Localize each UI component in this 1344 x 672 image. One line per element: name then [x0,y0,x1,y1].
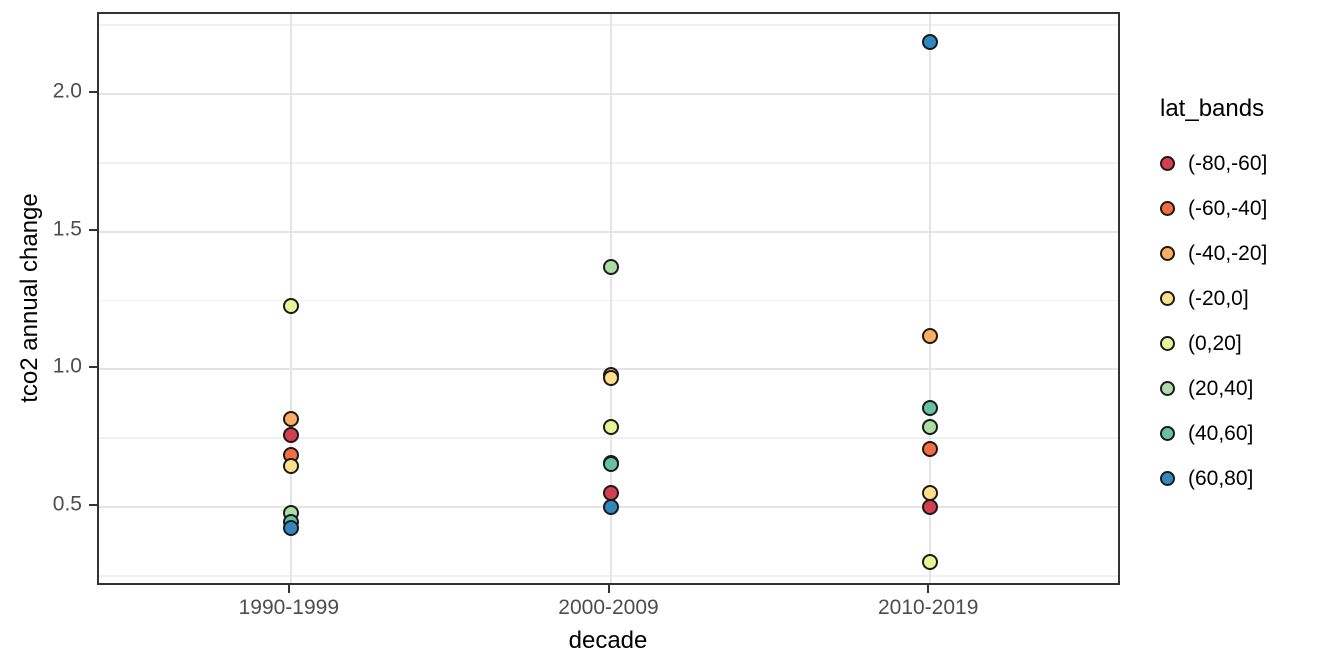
legend-items: (-80,-60] (-60,-40] (-40,-20] (-20,0] (0,20]… [1160,141,1340,501]
x-tick-label: 2000-2009 [558,596,659,619]
data-point [602,369,619,386]
legend-key-label: (-20,0] [1188,286,1249,310]
legend-item: (40,60] [1160,411,1340,456]
data-point [922,441,939,458]
data-point [282,298,299,314]
legend-item: (-60,-40] [1160,186,1340,231]
y-tick-label: 1.5 [52,217,82,241]
data-point [922,328,939,345]
y-tick-mark [89,90,97,93]
x-tick-mark [287,585,290,593]
data-point [922,554,939,571]
data-point [282,457,299,474]
x-tick-label: 1990-1999 [238,596,340,619]
legend-item: (0,20] [1160,321,1340,366]
x-tick-mark [927,585,930,593]
y-axis-title: tco2 annual change [16,193,43,403]
data-point [922,499,939,516]
legend-key-label: (-60,-40] [1188,196,1268,220]
data-point [602,499,619,516]
legend-key-dot [1160,336,1175,351]
legend-key-label: (20,40] [1188,376,1254,400]
gridline-major [99,92,1118,95]
legend-key-label: (-40,-20] [1188,241,1268,265]
legend-key-dot [1160,471,1175,486]
data-point [602,419,619,436]
data-point [922,399,939,416]
gridline-minor [99,575,1118,577]
legend-item: (-40,-20] [1160,231,1340,276]
legend-key-label: (60,80] [1188,466,1254,490]
y-tick-mark [89,366,97,369]
legend-item: (-80,-60] [1160,141,1340,186]
gridline-minor [99,299,1118,302]
gridline-major [99,230,1118,233]
y-tick-mark [89,504,97,507]
legend-key-label: (40,60] [1188,421,1254,445]
x-tick-mark [607,585,610,593]
legend-item: (-20,0] [1160,276,1340,321]
gridline-minor [99,24,1118,26]
data-point [602,259,619,276]
gridline-category [609,14,612,583]
data-point [282,519,299,536]
legend-key-dot [1160,291,1175,306]
data-point [602,456,619,473]
legend-key-label: (0,20] [1188,331,1242,355]
gridline-category [929,14,932,583]
y-tick-label: 2.0 [52,79,82,103]
data-point [282,427,299,444]
data-point [922,485,939,502]
legend-item: (20,40] [1160,366,1340,411]
y-tick-label: 0.5 [52,492,82,516]
legend: lat_bands (-80,-60] (-60,-40] (-40,-20] (-2… [1160,95,1340,501]
legend-key-dot [1160,201,1175,216]
x-axis-title: decade [568,627,648,654]
legend-key-dot [1160,156,1175,171]
gridline-minor [99,162,1118,164]
legend-key-dot [1160,246,1175,261]
legend-key-label: (-80,-60] [1188,151,1268,175]
data-point [922,419,939,436]
gridline-minor [99,437,1118,439]
plot-panel [97,12,1120,585]
legend-key-dot [1160,381,1175,396]
x-tick-label: 2010-2019 [877,596,979,619]
legend-item: (60,80] [1160,456,1340,501]
data-point [282,410,299,427]
data-point [922,33,939,50]
legend-title: lat_bands [1160,95,1265,122]
y-tick-mark [89,228,97,231]
legend-key-dot [1160,426,1175,441]
y-tick-label: 1.0 [52,354,82,378]
